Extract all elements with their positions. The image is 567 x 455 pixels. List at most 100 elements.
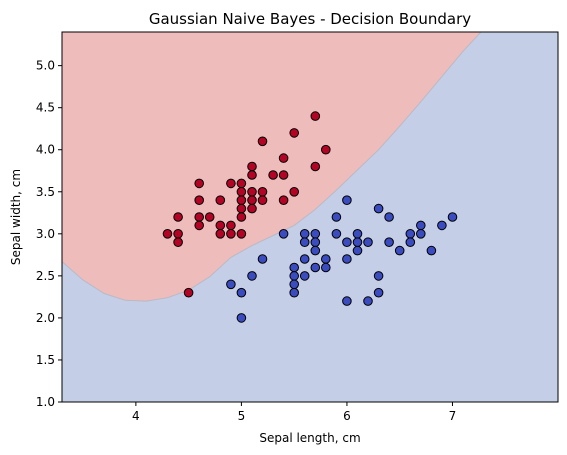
x-axis: 4 5 6 7 — [132, 402, 456, 423]
data-point — [226, 178, 236, 189]
data-point — [352, 237, 363, 247]
x-tick-label: 7 — [449, 409, 457, 423]
data-point — [342, 296, 352, 306]
data-point — [194, 178, 204, 189]
decision-boundary-line — [62, 32, 482, 302]
y-axis: 1.0 1.5 2.0 2.5 3.0 3.5 4.0 4.5 5.0 — [36, 59, 62, 409]
data-point — [373, 203, 384, 214]
scatter-markers — [162, 111, 458, 323]
data-point — [247, 161, 257, 172]
data-point — [405, 229, 416, 239]
data-point — [278, 195, 289, 205]
data-point — [236, 178, 247, 189]
data-point — [204, 212, 215, 222]
data-point — [310, 245, 321, 256]
data-point — [226, 279, 236, 290]
data-point — [236, 229, 247, 239]
data-point — [437, 220, 447, 231]
data-point — [183, 287, 194, 298]
data-point — [247, 187, 257, 197]
data-point — [384, 237, 394, 247]
data-point — [247, 195, 257, 205]
data-point — [342, 254, 352, 264]
data-point — [363, 237, 373, 247]
data-point — [310, 237, 321, 247]
y-tick-label: 4.0 — [36, 143, 55, 157]
x-tick-label: 4 — [132, 409, 140, 423]
data-point — [215, 229, 226, 239]
data-point — [321, 262, 331, 273]
data-point — [426, 245, 437, 256]
data-point — [289, 279, 300, 290]
data-point — [268, 170, 278, 180]
data-point — [352, 245, 363, 256]
data-point — [405, 237, 416, 247]
y-tick-label: 2.5 — [36, 269, 55, 283]
data-point — [331, 229, 342, 239]
y-tick-label: 2.0 — [36, 311, 55, 325]
data-point — [257, 254, 268, 264]
data-point — [236, 187, 247, 197]
data-point — [321, 144, 331, 155]
x-tick-label: 6 — [343, 409, 351, 423]
data-point — [310, 111, 321, 121]
data-point — [342, 237, 352, 247]
data-point — [289, 287, 300, 298]
data-point — [447, 212, 458, 222]
y-tick-label: 4.5 — [36, 101, 55, 115]
data-point — [278, 170, 289, 180]
data-point — [278, 229, 289, 239]
y-axis-label: Sepal width, cm — [9, 169, 23, 265]
data-point — [278, 153, 289, 163]
data-point — [226, 229, 236, 239]
x-tick-label: 5 — [238, 409, 246, 423]
data-point — [310, 229, 321, 239]
data-point — [299, 229, 310, 239]
data-point — [194, 195, 204, 205]
data-point — [373, 287, 384, 298]
data-point — [194, 220, 204, 231]
data-point — [331, 212, 342, 222]
data-point — [299, 254, 310, 264]
data-point — [342, 195, 352, 205]
data-point — [236, 287, 247, 298]
data-point — [299, 237, 310, 247]
data-point — [289, 271, 300, 281]
data-point — [384, 212, 394, 222]
data-point — [373, 271, 384, 281]
data-point — [247, 170, 257, 180]
data-point — [310, 262, 321, 273]
data-point — [310, 161, 321, 172]
data-point — [236, 195, 247, 205]
chart-title: Gaussian Naive Bayes - Decision Boundary — [149, 10, 471, 28]
data-point — [226, 220, 236, 231]
data-point — [215, 220, 226, 231]
data-point — [257, 195, 268, 205]
data-point — [173, 229, 183, 239]
data-point — [257, 187, 268, 197]
data-point — [236, 212, 247, 222]
y-tick-label: 3.0 — [36, 227, 55, 241]
data-point — [257, 136, 268, 147]
data-point — [416, 220, 426, 231]
data-point — [394, 245, 405, 256]
data-point — [173, 237, 183, 247]
y-tick-label: 3.5 — [36, 185, 55, 199]
data-point — [173, 212, 183, 222]
x-axis-label: Sepal length, cm — [259, 431, 360, 445]
data-point — [352, 229, 363, 239]
plot-frame — [61, 31, 559, 403]
y-tick-label: 5.0 — [36, 59, 55, 73]
y-tick-label: 1.5 — [36, 353, 55, 367]
data-point — [289, 262, 300, 273]
data-point — [247, 203, 257, 214]
data-point — [236, 203, 247, 214]
data-point — [194, 212, 204, 222]
data-point — [236, 313, 247, 323]
data-point — [299, 271, 310, 281]
data-point — [162, 229, 173, 239]
data-point — [289, 187, 300, 197]
data-point — [215, 195, 226, 205]
data-point — [416, 229, 426, 239]
